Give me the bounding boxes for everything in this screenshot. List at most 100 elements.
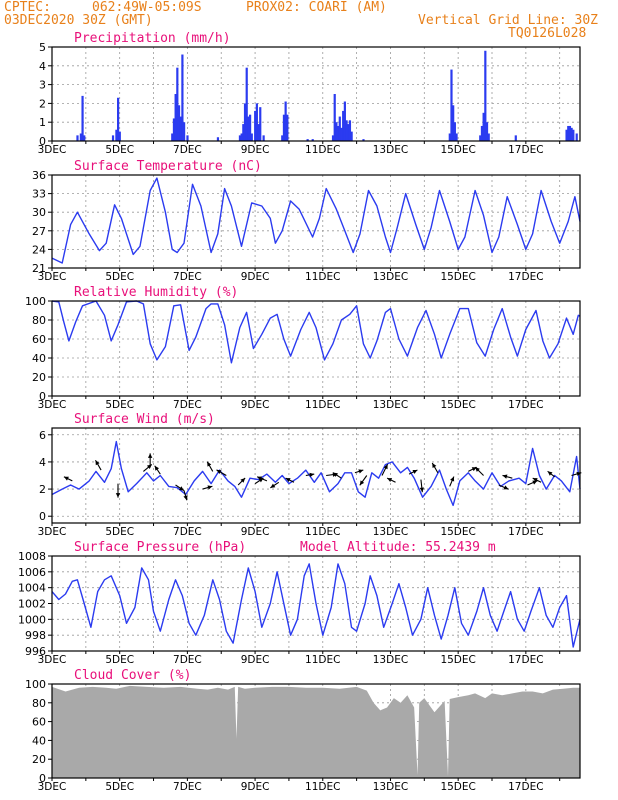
wind-vector-head xyxy=(240,478,246,483)
press-xtick-label: 5DEC xyxy=(105,654,134,666)
press-ytick-label: 1006 xyxy=(18,566,46,579)
wind-vector-head xyxy=(147,453,153,458)
cloud-xtick-label: 5DEC xyxy=(105,781,134,793)
temp-series-line xyxy=(51,177,581,264)
precip-bar xyxy=(570,127,573,141)
wind-vector-head xyxy=(95,460,100,466)
rh-ytick-label: 0 xyxy=(39,390,46,403)
rh-title: Relative Humidity (%) xyxy=(74,285,238,300)
precip-bar xyxy=(348,120,352,141)
precip-bar xyxy=(79,133,82,141)
cloud-xtick-label: 17DEC xyxy=(508,781,543,793)
rh-panel: Relative Humidity (%) 0 20 40 60 80 100 3DEC 5DE… xyxy=(25,285,581,411)
precip-bar xyxy=(311,139,314,141)
rh-xtick-label: 9DEC xyxy=(241,399,270,411)
precip-bar xyxy=(282,114,286,141)
precip-bar xyxy=(452,105,455,141)
wind-vector-head xyxy=(532,480,538,485)
rh-ytick-label: 60 xyxy=(32,333,46,346)
precip-bar xyxy=(250,133,253,141)
cloud-ytick-label: 40 xyxy=(32,734,46,747)
precip-bar xyxy=(181,54,184,141)
cloud-area xyxy=(52,685,580,778)
precip-frame xyxy=(51,46,581,142)
wind-xtick-label: 15DEC xyxy=(440,526,475,538)
header-grid-note: Vertical Grid Line: 30Z xyxy=(418,13,599,28)
wind-vector-head xyxy=(257,476,263,481)
precip-bar xyxy=(335,122,338,141)
precip-bar xyxy=(186,135,189,141)
precip-bar xyxy=(480,125,484,141)
precip-bar xyxy=(262,135,265,141)
precip-bar xyxy=(242,124,245,141)
press-ytick-label: 1004 xyxy=(18,582,46,595)
precip-bar xyxy=(338,116,341,141)
precip-bar xyxy=(575,133,578,141)
precip-bar xyxy=(484,50,487,142)
temp-xtick-label: 15DEC xyxy=(440,271,475,283)
cloud-ytick-label: 0 xyxy=(39,772,46,785)
press-title: Surface Pressure (hPa) xyxy=(74,540,246,555)
rh-xtick-label: 7DEC xyxy=(173,399,202,411)
wind-title: Surface Wind (m/s) xyxy=(74,412,215,427)
temp-xtick-label: 7DEC xyxy=(173,271,202,283)
temp-xtick-label: 3DEC xyxy=(38,271,67,283)
wind-ytick-label: 4 xyxy=(39,456,46,469)
wind-vector-head xyxy=(332,472,338,477)
precip-bar xyxy=(259,107,262,141)
temp-ytick-label: 36 xyxy=(32,169,46,182)
temp-ytick-label: 33 xyxy=(32,188,46,201)
precip-bar xyxy=(81,95,84,141)
wind-xtick-label: 13DEC xyxy=(373,526,408,538)
cloud-ytick-label: 100 xyxy=(25,678,46,691)
precip-bar xyxy=(568,125,572,141)
precip-xtick-label: 5DEC xyxy=(105,144,134,156)
wind-vector-head xyxy=(419,487,424,493)
wind-vector-head xyxy=(475,467,480,472)
precip-ytick-label: 2 xyxy=(39,97,46,110)
wind-vector-head xyxy=(359,480,365,486)
cloud-ytick-label: 80 xyxy=(32,697,46,710)
temp-xtick-label: 13DEC xyxy=(373,271,408,283)
wind-vector-head xyxy=(432,462,437,468)
wind-vector-head xyxy=(532,478,538,483)
precip-bar xyxy=(343,101,346,141)
press-panel: Surface Pressure (hPa) Model Altitude: 55… xyxy=(18,540,581,666)
rh-xtick-label: 17DEC xyxy=(508,399,543,411)
precip-bar xyxy=(572,129,575,141)
wind-vector-head xyxy=(503,485,509,490)
precip-bar xyxy=(347,124,350,141)
press-xtick-label: 15DEC xyxy=(440,654,475,666)
rh-xtick-label: 3DEC xyxy=(38,399,67,411)
temp-ytick-label: 24 xyxy=(32,243,46,256)
press-ytick-label: 1002 xyxy=(18,598,46,611)
precip-bar xyxy=(118,131,121,141)
precip-bar xyxy=(249,114,252,141)
press-ytick-label: 996 xyxy=(25,645,46,658)
wind-vector-head xyxy=(207,485,213,490)
press-series-line xyxy=(51,563,581,648)
press-frame xyxy=(51,555,581,652)
precip-bar xyxy=(179,116,182,141)
wind-frame xyxy=(51,427,581,524)
wind-vector-head xyxy=(412,469,418,474)
temp-xtick-label: 5DEC xyxy=(105,271,134,283)
wind-panel: Surface Wind (m/s) 0 2 4 6 3DEC 5DEC 7DEC 9DEC 11… xyxy=(38,412,582,538)
precip-xtick-label: 17DEC xyxy=(508,144,543,156)
precip-bar xyxy=(284,101,287,141)
precip-ytick-label: 5 xyxy=(39,41,46,54)
precip-bar xyxy=(115,129,118,141)
wind-vector-head xyxy=(502,474,508,479)
wind-vector-head xyxy=(387,478,393,483)
press-xtick-label: 9DEC xyxy=(241,654,270,666)
precip-bar xyxy=(567,125,570,141)
precip-xtick-label: 3DEC xyxy=(38,144,67,156)
wind-xtick-label: 17DEC xyxy=(508,526,543,538)
precip-xtick-label: 15DEC xyxy=(440,144,475,156)
wind-xtick-label: 11DEC xyxy=(305,526,340,538)
precip-bar xyxy=(333,94,336,141)
cloud-ytick-label: 20 xyxy=(32,753,46,766)
precip-bar xyxy=(281,135,284,141)
precip-bar xyxy=(306,139,309,141)
wind-vector-head xyxy=(178,486,184,491)
